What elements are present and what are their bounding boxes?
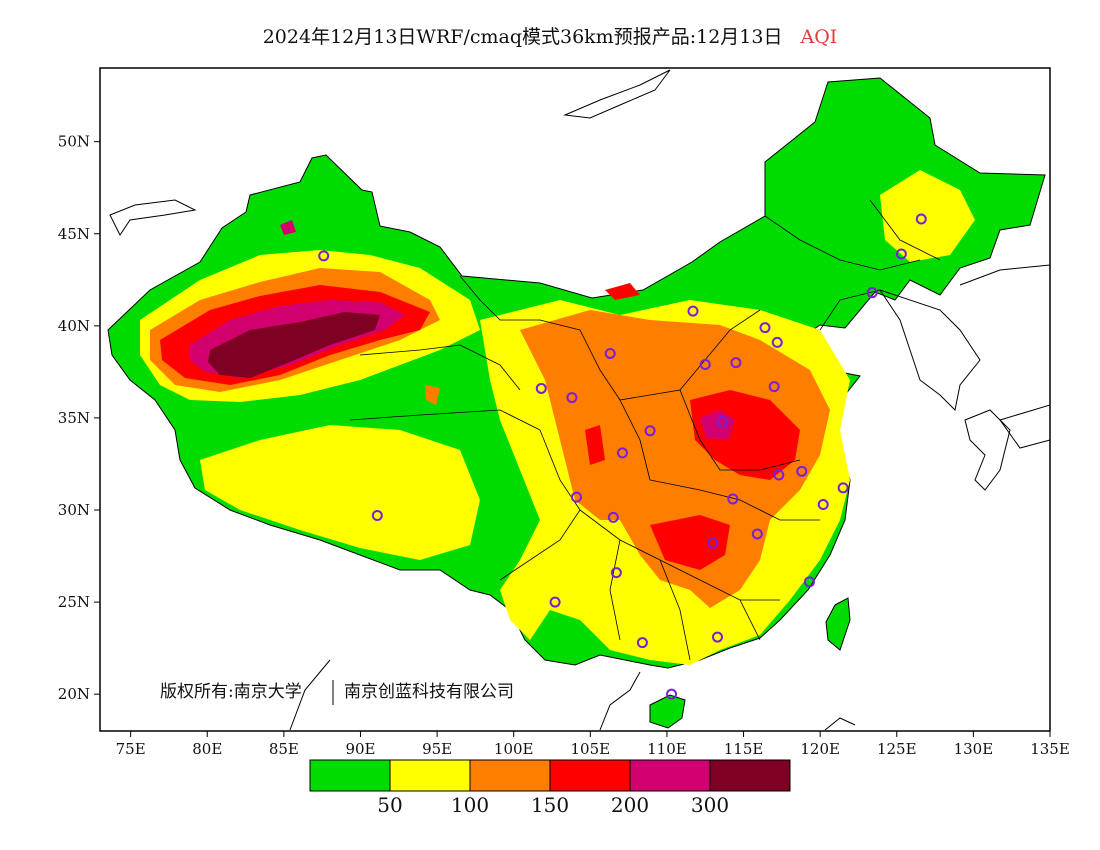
y-tick-label: 45N (58, 225, 90, 243)
x-tick-label: 95E (422, 740, 452, 758)
legend-swatch (309, 759, 391, 792)
city-station-marker (607, 511, 619, 523)
city-station-marker (727, 493, 739, 505)
x-tick-label: 90E (345, 740, 375, 758)
city-station-marker (730, 357, 742, 369)
x-tick-label: 85E (269, 740, 299, 758)
legend-label: 200 (611, 793, 649, 817)
city-station-marker (318, 250, 330, 262)
y-tick-label: 35N (58, 409, 90, 427)
neighbor-coastlines (109, 69, 1050, 731)
chart-title: 2024年12月13日WRF/cmaq模式36km预报产品:12月13日 AQI (0, 22, 1100, 49)
legend-swatch (549, 759, 631, 792)
title-variable: AQI (800, 26, 838, 48)
legend-swatch (709, 759, 791, 792)
y-tick-label: 40N (58, 317, 90, 335)
x-tick-label: 125E (877, 740, 917, 758)
aqi-band-maroon (208, 312, 380, 378)
city-station-marker (604, 347, 616, 359)
y-tick-label: 50N (58, 133, 90, 151)
hainan-island (649, 694, 686, 729)
city-station-marker (771, 336, 783, 348)
legend-label: 300 (691, 793, 729, 817)
title-main: 2024年12月13日WRF/cmaq模式36km预报产品:12月13日 (262, 26, 783, 48)
city-station-marker (803, 576, 815, 588)
copyright-left: 版权所有:南京大学 (160, 682, 302, 702)
city-station-marker (866, 287, 878, 299)
station-markers (318, 213, 927, 700)
y-tick-label: 20N (58, 685, 90, 703)
map-layers (107, 69, 1050, 731)
city-station-marker (687, 305, 699, 317)
city-station-marker (571, 491, 583, 503)
legend-swatch (629, 759, 711, 792)
city-station-marker (895, 248, 907, 260)
legend-swatch (469, 759, 551, 792)
legend-label: 100 (451, 793, 489, 817)
city-station-marker (716, 416, 728, 428)
x-tick-label: 80E (192, 740, 222, 758)
legend-label: 50 (377, 793, 402, 817)
x-tick-label: 75E (116, 740, 146, 758)
plot-frame (99, 67, 1051, 732)
x-tick-label: 115E (724, 740, 764, 758)
y-axis: 20N 25N 30N 35N 40N 45N 50N (58, 133, 100, 703)
x-tick-label: 100E (494, 740, 534, 758)
x-tick-label: 135E (1030, 740, 1070, 758)
y-tick-label: 25N (58, 593, 90, 611)
city-station-marker (712, 631, 723, 643)
city-station-marker (666, 688, 678, 700)
x-tick-label: 110E (647, 740, 687, 758)
aqi-legend: 50 100 150 200 300 (309, 759, 791, 817)
city-station-marker (549, 596, 561, 608)
city-station-marker (617, 447, 628, 459)
city-station-marker (837, 482, 849, 494)
legend-swatch (389, 759, 471, 792)
city-station-marker (915, 213, 927, 225)
city-station-marker (707, 537, 719, 549)
province-boundaries (349, 199, 941, 661)
x-tick-label: 130E (954, 740, 994, 758)
city-station-marker (773, 469, 785, 481)
city-station-marker (699, 359, 711, 371)
copyright-right: 南京创蓝科技有限公司 (344, 682, 514, 702)
city-station-marker (768, 381, 780, 393)
city-station-marker (817, 498, 829, 510)
city-station-marker (535, 382, 547, 394)
city-station-marker (610, 567, 622, 579)
city-station-marker (636, 637, 648, 649)
city-station-marker (371, 510, 383, 522)
city-station-marker (644, 425, 656, 437)
x-tick-label: 120E (800, 740, 840, 758)
x-tick-label: 105E (571, 740, 611, 758)
city-station-marker (566, 392, 578, 404)
x-axis: 75E 80E 85E 90E 95E 100E 105E 110E 115E 120E 125E 1… (116, 731, 1070, 758)
city-station-marker (796, 465, 808, 477)
city-station-marker (759, 322, 771, 334)
taiwan-island (825, 597, 851, 651)
legend-label: 150 (531, 793, 569, 817)
city-station-marker (751, 528, 763, 540)
y-tick-label: 30N (58, 501, 90, 519)
